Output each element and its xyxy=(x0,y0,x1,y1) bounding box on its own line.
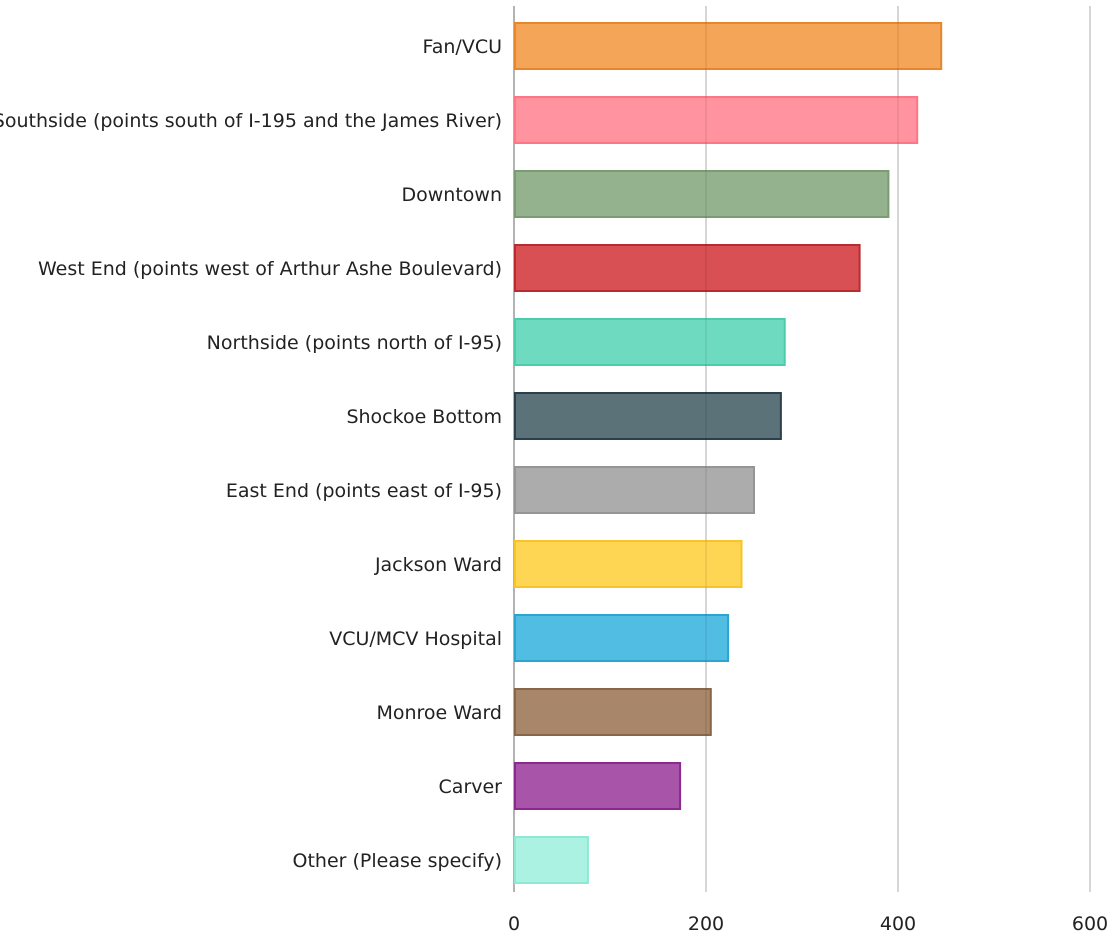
x-tick-labels: 0 200 400 600 xyxy=(508,913,1108,933)
x-tick-label: 400 xyxy=(880,913,916,933)
bar[interactable] xyxy=(514,244,861,292)
bar[interactable] xyxy=(514,170,890,218)
bar[interactable] xyxy=(514,688,712,736)
x-tick-label: 600 xyxy=(1072,913,1108,933)
x-tick-label: 0 xyxy=(508,913,520,933)
bar[interactable] xyxy=(514,466,755,514)
category-label: East End (points east of I-95) xyxy=(226,480,502,502)
bar[interactable] xyxy=(514,762,682,810)
x-tick-label: 200 xyxy=(688,913,724,933)
category-label: Fan/VCU xyxy=(423,36,502,58)
category-label: Jackson Ward xyxy=(374,554,502,576)
category-label: Monroe Ward xyxy=(376,702,502,724)
bars xyxy=(514,6,1091,892)
gridlines xyxy=(513,6,1091,892)
bar[interactable] xyxy=(514,22,943,70)
bar[interactable] xyxy=(514,392,782,440)
bar[interactable] xyxy=(514,614,730,662)
bar[interactable] xyxy=(514,836,589,884)
category-label: West End (points west of Arthur Ashe Bou… xyxy=(38,258,502,280)
category-label: Southside (points south of I-195 and the… xyxy=(0,110,502,132)
category-label: Shockoe Bottom xyxy=(346,406,502,428)
category-labels: Fan/VCU Southside (points south of I-195 … xyxy=(0,36,502,872)
category-label: Carver xyxy=(439,776,503,798)
bar[interactable] xyxy=(514,540,743,588)
category-label: VCU/MCV Hospital xyxy=(329,628,502,650)
bar[interactable] xyxy=(514,96,919,144)
category-label: Northside (points north of I-95) xyxy=(207,332,502,354)
category-label: Downtown xyxy=(402,184,503,206)
bar[interactable] xyxy=(514,318,786,366)
category-label: Other (Please specify) xyxy=(293,850,502,872)
